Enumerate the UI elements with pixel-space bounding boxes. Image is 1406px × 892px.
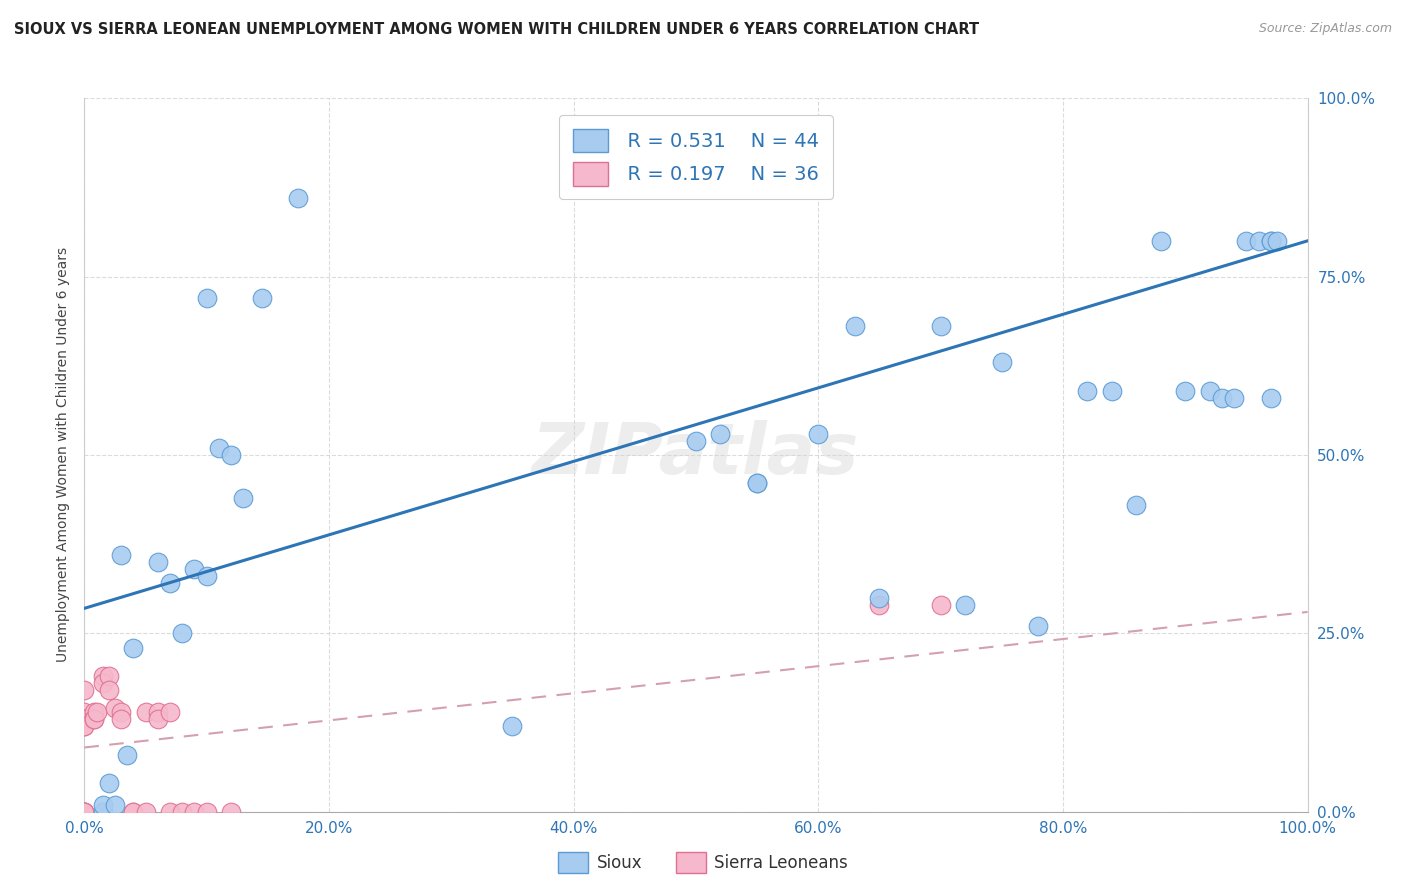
Point — [232, 491, 254, 505]
Point — [73, 719, 96, 733]
Point — [159, 805, 181, 819]
Point — [1260, 234, 1282, 248]
Point — [83, 705, 105, 719]
Point — [1265, 234, 1288, 248]
Point — [146, 705, 169, 719]
Point — [1198, 384, 1220, 398]
Point — [195, 291, 218, 305]
Point — [869, 598, 891, 612]
Point — [135, 705, 157, 719]
Point — [219, 448, 242, 462]
Point — [135, 805, 157, 819]
Point — [73, 805, 96, 819]
Legend:   R = 0.531    N = 44,   R = 0.197    N = 36: R = 0.531 N = 44, R = 0.197 N = 36 — [560, 115, 832, 200]
Point — [929, 598, 952, 612]
Point — [1028, 619, 1050, 633]
Y-axis label: Unemployment Among Women with Children Under 6 years: Unemployment Among Women with Children U… — [56, 247, 70, 663]
Point — [83, 712, 105, 726]
Point — [146, 712, 169, 726]
Point — [122, 640, 145, 655]
Point — [122, 805, 145, 819]
Point — [146, 555, 169, 569]
Point — [1150, 234, 1173, 248]
Point — [91, 676, 114, 690]
Point — [73, 712, 96, 726]
Point — [1234, 234, 1257, 248]
Point — [1125, 498, 1147, 512]
Point — [709, 426, 731, 441]
Point — [73, 712, 96, 726]
Point — [685, 434, 707, 448]
Point — [183, 805, 205, 819]
Point — [91, 669, 114, 683]
Point — [97, 683, 120, 698]
Point — [83, 712, 105, 726]
Point — [115, 747, 138, 762]
Point — [501, 719, 523, 733]
Point — [73, 805, 96, 819]
Point — [1260, 234, 1282, 248]
Point — [1174, 384, 1197, 398]
Point — [990, 355, 1012, 369]
Point — [287, 191, 309, 205]
Point — [122, 805, 145, 819]
Point — [97, 669, 120, 683]
Point — [195, 569, 218, 583]
Point — [929, 319, 952, 334]
Point — [183, 562, 205, 576]
Point — [97, 776, 120, 790]
Point — [1260, 391, 1282, 405]
Point — [86, 705, 108, 719]
Point — [869, 591, 891, 605]
Point — [73, 705, 96, 719]
Point — [1076, 384, 1098, 398]
Point — [172, 805, 194, 819]
Point — [807, 426, 830, 441]
Point — [195, 805, 218, 819]
Point — [73, 805, 96, 819]
Point — [1101, 384, 1123, 398]
Point — [110, 712, 132, 726]
Point — [747, 476, 769, 491]
Point — [219, 805, 242, 819]
Point — [110, 705, 132, 719]
Point — [159, 705, 181, 719]
Point — [91, 805, 114, 819]
Point — [1223, 391, 1246, 405]
Point — [73, 683, 96, 698]
Point — [1211, 391, 1233, 405]
Point — [953, 598, 976, 612]
Point — [73, 805, 96, 819]
Point — [73, 719, 96, 733]
Point — [250, 291, 273, 305]
Point — [844, 319, 866, 334]
Text: ZIPatlas: ZIPatlas — [533, 420, 859, 490]
Point — [73, 805, 96, 819]
Text: Source: ZipAtlas.com: Source: ZipAtlas.com — [1258, 22, 1392, 36]
Point — [208, 441, 231, 455]
Legend: Sioux, Sierra Leoneans: Sioux, Sierra Leoneans — [551, 846, 855, 880]
Point — [91, 797, 114, 812]
Text: SIOUX VS SIERRA LEONEAN UNEMPLOYMENT AMONG WOMEN WITH CHILDREN UNDER 6 YEARS COR: SIOUX VS SIERRA LEONEAN UNEMPLOYMENT AMO… — [14, 22, 979, 37]
Point — [110, 548, 132, 562]
Point — [104, 797, 127, 812]
Point — [104, 701, 127, 715]
Point — [172, 626, 194, 640]
Point — [1247, 234, 1270, 248]
Point — [747, 476, 769, 491]
Point — [159, 576, 181, 591]
